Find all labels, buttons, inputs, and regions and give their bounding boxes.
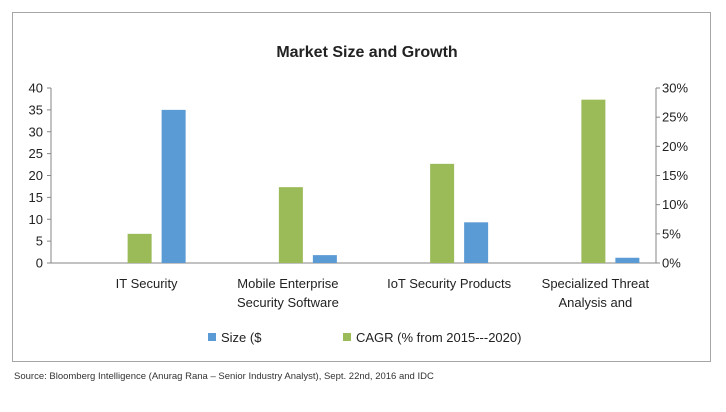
right-tick-label: 5% <box>662 226 681 241</box>
left-tick-label: 35 <box>29 102 43 117</box>
category-label: IoT Security Products <box>387 276 512 291</box>
chart-title: Market Size and Growth <box>276 44 457 61</box>
chart-frame: Market Size and Growth 0 5 10 15 20 25 30 35 40 0… <box>12 12 711 362</box>
source-note: Source: Bloomberg Intelligence (Anurag R… <box>14 371 434 382</box>
bar-cagr <box>430 163 455 263</box>
bar-cagr <box>581 99 606 264</box>
market-chart: Market Size and Growth 05101520253035400… <box>29 44 689 345</box>
category-label: Analysis and <box>559 295 633 310</box>
left-tick-label: 5 <box>36 234 43 249</box>
legend-swatch <box>343 333 351 341</box>
bar-size <box>161 109 186 263</box>
bar-cagr <box>127 233 152 263</box>
left-tick-label: 30 <box>29 124 43 139</box>
right-tick-label: 10% <box>662 197 688 212</box>
left-tick-label: 20 <box>29 168 43 183</box>
left-tick-label: 40 <box>29 81 43 96</box>
left-tick-label: 25 <box>29 146 43 161</box>
legend-swatch <box>208 333 216 341</box>
legend-label: Size ($ <box>221 330 262 345</box>
right-tick-label: 20% <box>662 139 688 154</box>
legend: Size ($ CAGR (% from 2015---2020) <box>208 330 521 345</box>
right-tick-label: 0% <box>662 256 681 271</box>
bar-size <box>615 257 640 263</box>
bar-size <box>312 255 337 263</box>
left-tick-label: 10 <box>29 212 43 227</box>
category-label: Specialized Threat <box>542 276 650 291</box>
category-label: Security Software <box>237 295 339 310</box>
left-tick-label: 0 <box>36 256 43 271</box>
category-label: IT Security <box>116 276 178 291</box>
right-tick-label: 15% <box>662 168 688 183</box>
category-label: Mobile Enterprise <box>237 276 338 291</box>
left-tick-label: 15 <box>29 190 43 205</box>
plot-area: 0 5 10 15 20 25 30 35 40 0% 5% 10% 15% 20% 25% 30% IT Se… <box>29 81 689 311</box>
right-tick-label: 30% <box>662 81 688 96</box>
bar-cagr <box>278 187 303 263</box>
legend-label: CAGR (% from 2015---2020) <box>356 330 521 345</box>
right-tick-label: 25% <box>662 110 688 125</box>
bar-size <box>464 222 489 263</box>
